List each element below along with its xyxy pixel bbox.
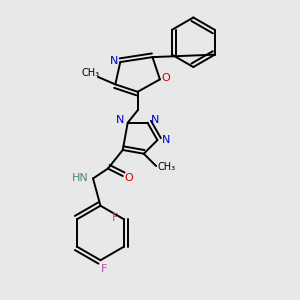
Text: N: N [116,115,124,125]
Text: N: N [110,56,118,66]
Text: O: O [162,73,170,83]
Text: HN: HN [72,173,89,184]
Text: N: N [162,135,170,145]
Text: F: F [101,264,107,274]
Text: O: O [124,173,133,184]
Text: F: F [112,213,119,223]
Text: CH₃: CH₃ [82,68,100,78]
Text: CH₃: CH₃ [157,162,175,172]
Text: N: N [151,115,159,125]
